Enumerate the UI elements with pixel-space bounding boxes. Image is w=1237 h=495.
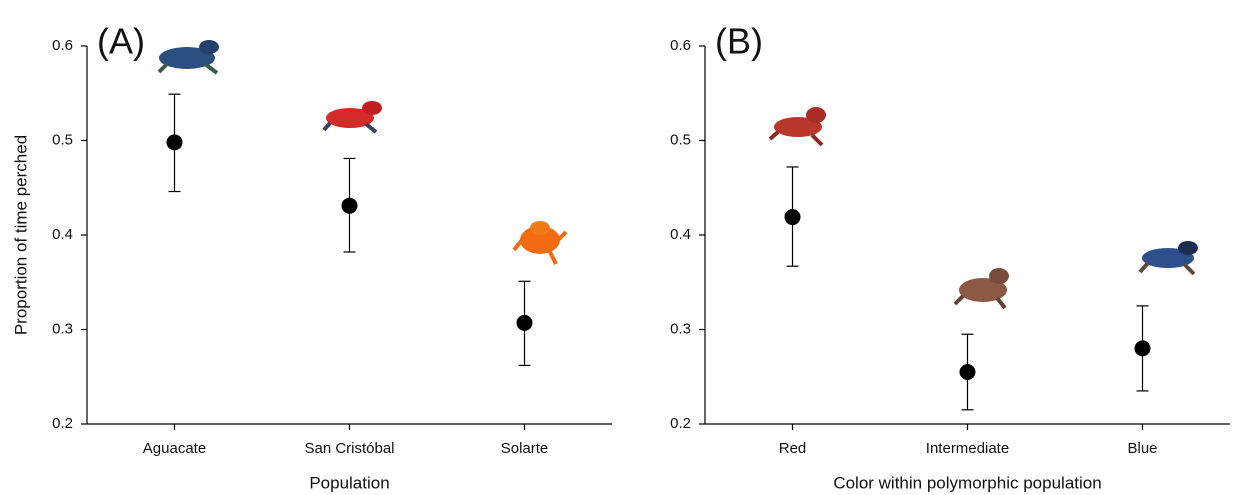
y-tick-label: 0.6	[52, 37, 73, 54]
y-tick-label: 0.2	[670, 415, 691, 432]
point	[1135, 340, 1151, 356]
x-tick-label: Blue	[1127, 440, 1157, 457]
y-tick-label: 0.6	[670, 37, 691, 54]
y-tick-label: 0.5	[52, 131, 73, 148]
x-tick-label: Aguacate	[143, 440, 206, 457]
y-tick-label: 0.4	[52, 226, 73, 243]
point	[785, 209, 801, 225]
point	[517, 315, 533, 331]
panel-label: (A)	[97, 21, 145, 62]
frog-icon	[324, 101, 382, 132]
point	[167, 134, 183, 150]
frog-icon	[159, 40, 219, 73]
point	[342, 198, 358, 214]
x-tick-label: Red	[779, 440, 807, 457]
frog-icon	[770, 107, 826, 145]
panel-label: (B)	[715, 21, 763, 62]
x-axis-label: Population	[309, 473, 389, 492]
y-tick-label: 0.2	[52, 415, 73, 432]
x-tick-label: Solarte	[501, 440, 549, 457]
frog-icon	[514, 221, 566, 264]
frog-icon	[1140, 241, 1198, 274]
y-tick-label: 0.4	[670, 226, 691, 243]
y-tick-label: 0.3	[52, 320, 73, 337]
y-tick-label: 0.3	[670, 320, 691, 337]
chart: 0.2 0.3 0.4 0.5 0.6 (A) Proportion of time per…	[0, 0, 1237, 495]
frog-icon	[955, 268, 1009, 308]
x-tick-label: Intermediate	[926, 440, 1009, 457]
y-tick-label: 0.5	[670, 131, 691, 148]
x-axis-label: Color within polymorphic population	[833, 473, 1101, 492]
x-tick-label: San Cristóbal	[304, 440, 394, 457]
point	[960, 364, 976, 380]
y-axis-label: Proportion of time perched	[11, 135, 30, 335]
